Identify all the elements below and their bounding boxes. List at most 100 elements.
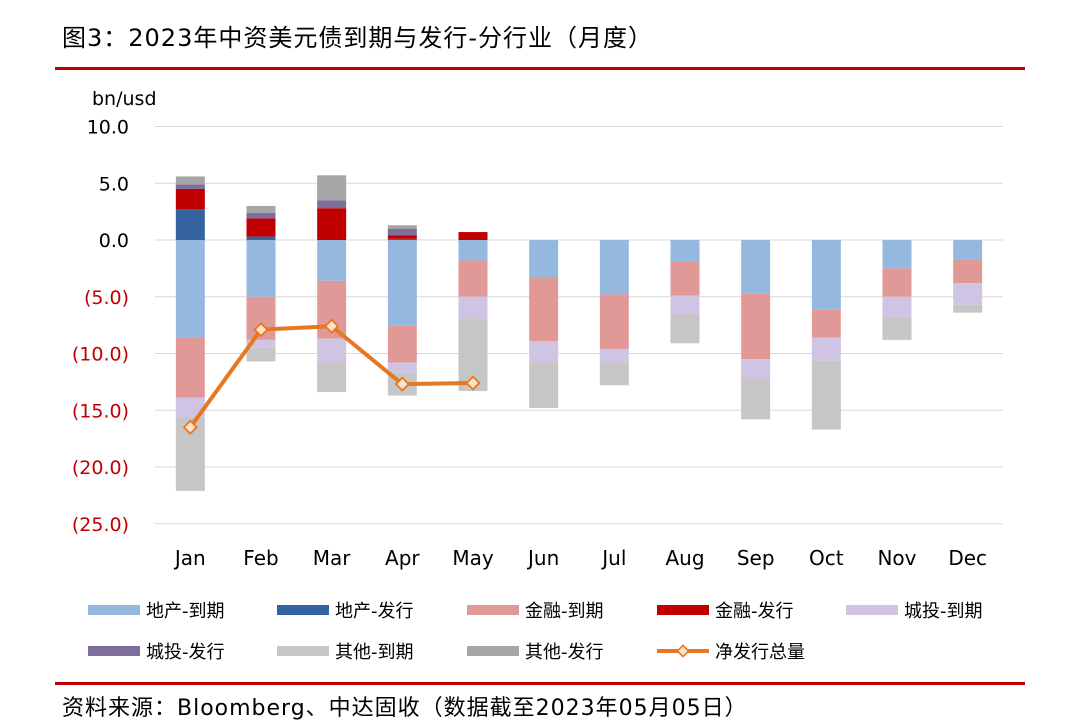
y-tick-label: (25.0) — [72, 514, 129, 536]
y-axis-ticks: 10.0 5.0 0.0 (5.0) (10.0) (15.0) (20.0) (25.0) — [72, 117, 129, 536]
x-axis-ticks: Jan Feb Mar Apr May Jun Jul Aug Sep Oct Nov Dec — [173, 546, 987, 570]
legend-label: 其他-到期 — [335, 642, 414, 663]
x-tick-label: Dec — [948, 546, 987, 570]
legend-swatch — [88, 646, 140, 656]
bar-segment-城投-到期 — [599, 348, 629, 363]
bar-segment-城投-到期 — [529, 341, 559, 363]
net-issuance-point — [253, 322, 269, 338]
bar-segment-其他-发行 — [175, 176, 205, 185]
net-issuance-point — [182, 419, 198, 435]
bar-segment-其他-到期 — [317, 362, 347, 393]
legend-swatch — [277, 646, 329, 656]
legend-swatch — [277, 605, 329, 615]
bar-segment-城投-到期 — [953, 283, 983, 305]
y-tick-label: (15.0) — [72, 400, 129, 422]
bar-segment-金融-到期 — [953, 259, 983, 284]
x-tick-label: May — [452, 546, 494, 570]
bar-segment-金融-发行 — [246, 218, 276, 237]
bar-segment-城投-到期 — [458, 296, 488, 319]
bar-segment-其他-到期 — [529, 362, 559, 408]
bar-segment-地产-到期 — [317, 240, 347, 281]
legend-swatch — [657, 605, 709, 615]
bar-segment-城投-到期 — [175, 397, 205, 418]
x-tick-label: Mar — [313, 546, 352, 570]
chart-title: 图3：2023年中资美元债到期与发行-分行业（月度） — [62, 24, 654, 52]
net-issuance-point — [465, 375, 481, 391]
bar-segment-金融-发行 — [317, 208, 347, 240]
bar-segment-金融-到期 — [882, 268, 912, 297]
legend-marker — [676, 644, 690, 658]
bar-segment-地产-到期 — [882, 240, 912, 269]
bar-segment-地产-到期 — [811, 240, 841, 310]
y-tick-label: 10.0 — [87, 117, 129, 139]
legend-label: 金融-到期 — [525, 601, 604, 622]
legend-label: 其他-发行 — [525, 642, 604, 663]
bar-segment-地产-到期 — [529, 240, 559, 278]
bar-segment-金融-到期 — [599, 294, 629, 349]
legend-label: 城投-到期 — [904, 601, 983, 622]
bar-segment-其他-到期 — [246, 347, 276, 362]
bar-segment-地产-到期 — [387, 240, 417, 326]
bar-segment-其他-发行 — [246, 205, 276, 213]
bar-segment-地产-发行 — [246, 236, 276, 240]
net-issuance-line — [182, 318, 481, 435]
bar-segment-地产-发行 — [387, 238, 417, 240]
net-issuance-point — [324, 318, 340, 334]
title-divider — [55, 67, 1025, 70]
bar-segment-地产-到期 — [599, 240, 629, 295]
bar-segment-城投-发行 — [387, 228, 417, 236]
bar-segment-地产-到期 — [246, 240, 276, 297]
bar-segment-其他-到期 — [882, 317, 912, 340]
bar-segment-金融-到期 — [529, 277, 559, 342]
y-axis-unit-label: bn/usd — [92, 88, 157, 110]
footer-divider — [55, 682, 1025, 685]
bar-segment-地产-发行 — [175, 209, 205, 240]
bar-segment-金融-到期 — [741, 293, 771, 360]
legend-label: 城投-发行 — [146, 642, 225, 663]
x-tick-label: Aug — [665, 546, 704, 570]
y-tick-label: 0.0 — [99, 230, 129, 252]
legend-swatch — [846, 605, 898, 615]
x-tick-label: Jun — [526, 546, 559, 570]
bar-segment-其他-到期 — [811, 360, 841, 430]
bar-segment-地产-到期 — [175, 240, 205, 338]
bar-segment-城投-到期 — [387, 362, 417, 373]
bar-segment-其他-发行 — [317, 175, 347, 201]
y-tick-label: (5.0) — [84, 287, 129, 309]
x-tick-label: Jul — [600, 546, 626, 570]
bar-segment-城投-到期 — [882, 296, 912, 318]
x-tick-label: Jan — [173, 546, 206, 570]
bar-segment-其他-发行 — [387, 225, 417, 229]
bar-segment-城投-到期 — [317, 338, 347, 363]
bar-segment-地产-到期 — [670, 240, 700, 262]
x-tick-label: Apr — [385, 546, 420, 570]
bar-segment-城投-到期 — [246, 339, 276, 348]
y-tick-label: (10.0) — [72, 344, 129, 366]
bar-segment-地产-到期 — [458, 240, 488, 261]
bar-segment-金融-到期 — [811, 309, 841, 338]
bar-segment-金融-发行 — [458, 232, 488, 240]
legend-swatch — [467, 605, 519, 615]
bar-segment-城投-发行 — [246, 212, 276, 219]
bar-segment-其他-到期 — [741, 378, 771, 420]
bar-segment-金融-发行 — [387, 235, 417, 239]
bar-segment-城投-到期 — [811, 337, 841, 361]
legend-swatch — [88, 605, 140, 615]
bar-segment-城投-到期 — [670, 295, 700, 314]
x-tick-label: Nov — [877, 546, 916, 570]
legend-label: 净发行总量 — [715, 642, 805, 663]
bar-segment-地产-到期 — [953, 240, 983, 260]
bar-segment-其他-到期 — [953, 304, 983, 313]
bar-segment-城投-发行 — [175, 184, 205, 189]
bar-segment-其他-到期 — [670, 313, 700, 344]
legend-label: 地产-发行 — [335, 601, 414, 622]
x-tick-label: Feb — [243, 546, 278, 570]
net-issuance-point — [394, 376, 410, 392]
legend-label: 金融-发行 — [715, 601, 794, 622]
y-tick-label: (20.0) — [72, 457, 129, 479]
bar-series — [175, 175, 983, 491]
source-note: 资料来源：Bloomberg、中达固收（数据截至2023年05月05日） — [62, 696, 748, 721]
bar-segment-城投-到期 — [741, 359, 771, 379]
bar-segment-金融-到期 — [670, 261, 700, 296]
